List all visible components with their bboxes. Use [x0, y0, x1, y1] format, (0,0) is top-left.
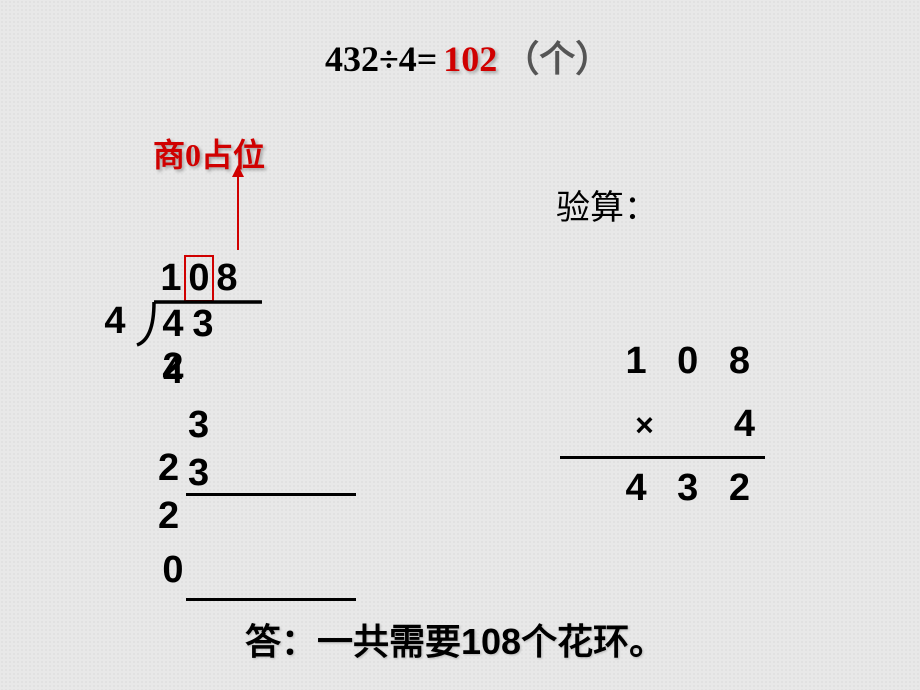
equation-result: 102: [443, 38, 497, 80]
remainder-value: 0: [158, 549, 188, 592]
division-line-2: [186, 598, 356, 601]
work-step1-value: 4: [158, 350, 188, 393]
work-step2-bring: 3 2: [158, 404, 242, 452]
quotient-row: 108: [156, 255, 242, 302]
equation-row: 432÷4= 102 （个）: [325, 30, 611, 82]
divisor: 4: [100, 300, 130, 343]
equation-unit: （个）: [503, 30, 611, 82]
answer-suffix: 个花环。: [521, 622, 665, 662]
dividend-digit-1: 4: [158, 303, 188, 346]
answer-value: 108: [461, 621, 521, 662]
multiply-sign: ×: [635, 407, 654, 443]
multiplicand: 1 0 8: [560, 340, 765, 383]
multiplication-block: 1 0 8 ×4 4 3 2: [560, 340, 765, 510]
work-remainder: 0: [158, 506, 242, 554]
multiplier-row: ×4: [560, 403, 765, 446]
long-division-block: 108 4 432 4 3 2 3 2 0: [100, 255, 242, 302]
work-rows: 4 3 2 3 2 0: [158, 350, 242, 554]
quotient-digit-3: 8: [212, 257, 242, 300]
equation-expression: 432÷4=: [325, 38, 437, 80]
quotient-digit-1: 1: [156, 257, 186, 300]
work-step2-sub: 3 2: [158, 452, 242, 500]
product: 4 3 2: [560, 467, 765, 510]
multiplier: 4: [734, 403, 755, 445]
dividend-digit-2: 3: [188, 303, 218, 346]
answer-sentence: 答：一共需要108个花环。: [245, 613, 665, 665]
answer-prefix: 答：一共需要: [245, 622, 461, 662]
multiplication-line: [560, 456, 765, 459]
work-step1: 4: [158, 350, 242, 398]
divisor-digit: 4: [100, 300, 130, 343]
quotient-digit-2-boxed: 0: [184, 255, 214, 302]
verification-label: 验算：: [556, 180, 658, 229]
